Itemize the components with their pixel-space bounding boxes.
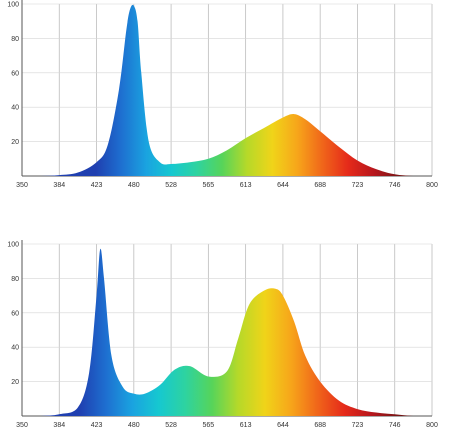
y-tick-label: 20 xyxy=(11,139,19,146)
x-tick-label: 350 xyxy=(16,182,28,189)
x-tick-label: 480 xyxy=(128,422,140,429)
x-tick-label: 613 xyxy=(240,182,252,189)
y-tick-label: 60 xyxy=(11,70,19,77)
spectrum-chart-bottom: 350 384 423 480 528 565 613 644 688 723 746 800 20 40… xyxy=(7,240,438,429)
x-tick-label: 644 xyxy=(277,182,289,189)
x-tick-label: 746 xyxy=(389,182,401,189)
x-tick-label: 565 xyxy=(203,422,215,429)
y-tick-label: 40 xyxy=(11,105,19,112)
spectrum-area xyxy=(22,4,432,176)
x-tick-label: 688 xyxy=(314,422,326,429)
y-tick-label: 80 xyxy=(11,36,19,43)
y-tick-label: 100 xyxy=(7,2,19,9)
spectrum-chart-top: 350 384 423 480 528 565 613 644 688 723 746 800 20 40… xyxy=(7,0,438,189)
x-tick-label: 423 xyxy=(91,422,103,429)
y-tick-label: 20 xyxy=(11,379,19,386)
x-tick-label: 528 xyxy=(165,182,177,189)
y-tick-label: 80 xyxy=(11,276,19,283)
x-tick-label: 528 xyxy=(165,422,177,429)
spectrum-area xyxy=(22,248,432,416)
grid xyxy=(22,3,433,176)
x-tick-label: 350 xyxy=(16,422,28,429)
x-tick-label: 644 xyxy=(277,422,289,429)
x-tick-label: 565 xyxy=(203,182,215,189)
x-tick-label: 723 xyxy=(352,182,364,189)
x-tick-label: 688 xyxy=(314,182,326,189)
y-tick-label: 40 xyxy=(11,345,19,352)
y-tick-label: 60 xyxy=(11,310,19,317)
y-tick-label: 100 xyxy=(7,242,19,249)
x-tick-label: 723 xyxy=(352,422,364,429)
x-tick-label: 423 xyxy=(91,182,103,189)
x-tick-label: 800 xyxy=(426,422,438,429)
x-tick-label: 384 xyxy=(53,422,65,429)
x-tick-label: 800 xyxy=(426,182,438,189)
x-tick-label: 384 xyxy=(53,182,65,189)
x-tick-label: 746 xyxy=(389,422,401,429)
x-tick-label: 613 xyxy=(240,422,252,429)
x-tick-label: 480 xyxy=(128,182,140,189)
